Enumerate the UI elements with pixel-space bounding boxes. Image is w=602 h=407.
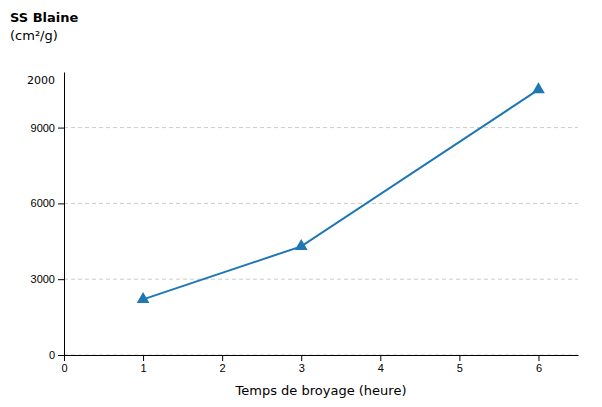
tick: 6	[536, 355, 542, 374]
point	[295, 239, 308, 250]
x-axis: 0 1 2 3 4 5 6	[61, 355, 578, 374]
y-label: SS Blaine	[10, 10, 79, 25]
y-axis: 0 3000 6000 9000	[31, 73, 65, 362]
tick: 1	[141, 355, 147, 374]
tick-label: 4	[378, 362, 384, 374]
x-label: Temps de broyage (heure)	[235, 383, 407, 398]
tick-label: 2	[220, 362, 226, 374]
grid-line	[64, 355, 578, 356]
line	[143, 90, 538, 300]
tick-mark	[538, 355, 539, 361]
tick-mark	[58, 128, 64, 129]
tick-label: 6	[536, 362, 542, 374]
marks	[137, 82, 545, 303]
tick-mark	[380, 355, 381, 361]
tick: 9000	[31, 122, 64, 134]
tick-label: 1	[141, 362, 147, 374]
tick: 5	[457, 355, 463, 374]
tick-label: 0	[49, 349, 55, 361]
annotation: 2000	[27, 74, 55, 87]
tick: 0	[49, 349, 64, 361]
grid-line	[64, 279, 578, 280]
plot: 0 1 2 3 4 5 6 0 3000 6000 9000	[31, 73, 579, 374]
tick-mark	[58, 279, 64, 280]
tick: 3000	[31, 273, 64, 285]
tick-label: 6000	[31, 197, 55, 209]
tick-mark	[459, 355, 460, 361]
point	[532, 82, 545, 93]
tick-mark	[58, 203, 64, 204]
grid	[64, 128, 578, 355]
tick-label: 3	[299, 362, 305, 374]
point	[137, 292, 150, 303]
tick-mark	[58, 355, 64, 356]
tick-label: 9000	[31, 122, 55, 134]
tick-mark	[222, 355, 223, 361]
tick: 0	[61, 355, 67, 374]
y-label: (cm²/g)	[10, 28, 58, 43]
tick-mark	[64, 355, 65, 361]
axis-line	[64, 73, 65, 356]
tick: 4	[378, 355, 384, 374]
tick-mark	[301, 355, 302, 361]
tick: 6000	[31, 197, 64, 209]
axis-line	[65, 355, 579, 356]
tick-label: 0	[61, 362, 67, 374]
tick-label: 5	[457, 362, 463, 374]
tick: 2	[220, 355, 226, 374]
tick-mark	[143, 355, 144, 361]
chart: 0 1 2 3 4 5 6 0 3000 6000 9000 Temps de broyage (he…	[0, 0, 602, 407]
tick: 3	[299, 355, 305, 374]
grid-line	[64, 203, 578, 204]
grid-line	[64, 127, 578, 128]
tick-label: 3000	[31, 273, 55, 285]
